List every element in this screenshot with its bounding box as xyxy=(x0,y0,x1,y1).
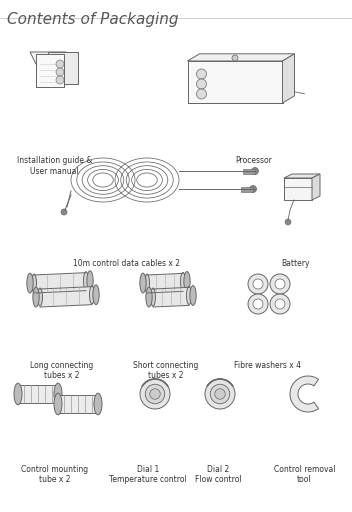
Ellipse shape xyxy=(14,383,22,405)
Ellipse shape xyxy=(184,271,190,291)
Ellipse shape xyxy=(190,286,196,305)
Circle shape xyxy=(56,60,64,68)
Circle shape xyxy=(232,55,238,61)
Circle shape xyxy=(56,68,64,76)
Ellipse shape xyxy=(38,288,43,306)
Text: 10m control data cables x 2: 10m control data cables x 2 xyxy=(73,259,180,268)
Ellipse shape xyxy=(93,285,99,305)
Ellipse shape xyxy=(32,274,37,292)
Ellipse shape xyxy=(94,393,102,415)
Circle shape xyxy=(145,384,165,404)
Circle shape xyxy=(56,68,64,76)
Circle shape xyxy=(56,76,64,84)
Circle shape xyxy=(285,219,291,225)
Polygon shape xyxy=(147,273,183,293)
Circle shape xyxy=(250,185,257,193)
Text: Contents of Packaging: Contents of Packaging xyxy=(7,12,178,27)
Ellipse shape xyxy=(54,383,62,405)
Polygon shape xyxy=(36,54,64,87)
Polygon shape xyxy=(284,178,312,200)
Polygon shape xyxy=(18,385,58,403)
Circle shape xyxy=(140,379,170,409)
Circle shape xyxy=(205,379,235,409)
Circle shape xyxy=(210,384,230,404)
Text: Dial 1
Temperature control: Dial 1 Temperature control xyxy=(109,465,187,484)
Polygon shape xyxy=(188,61,283,103)
Ellipse shape xyxy=(140,273,146,293)
Polygon shape xyxy=(312,174,320,200)
Text: Control removal
tool: Control removal tool xyxy=(274,465,335,484)
Ellipse shape xyxy=(83,272,88,290)
Circle shape xyxy=(56,76,64,84)
Circle shape xyxy=(215,389,225,399)
Bar xyxy=(241,186,253,191)
Bar xyxy=(243,168,255,174)
Text: Battery: Battery xyxy=(282,259,310,268)
Ellipse shape xyxy=(33,287,39,307)
Text: Control mounting
tube x 2: Control mounting tube x 2 xyxy=(21,465,88,484)
Polygon shape xyxy=(48,52,78,84)
Circle shape xyxy=(270,294,290,314)
Polygon shape xyxy=(290,376,319,412)
Ellipse shape xyxy=(89,286,94,304)
Circle shape xyxy=(251,167,258,175)
Text: Long connecting
tubes x 2: Long connecting tubes x 2 xyxy=(30,361,93,380)
Polygon shape xyxy=(40,287,92,307)
Ellipse shape xyxy=(87,271,93,291)
Circle shape xyxy=(253,279,263,289)
Ellipse shape xyxy=(187,287,191,305)
Ellipse shape xyxy=(145,274,150,292)
Polygon shape xyxy=(284,174,320,178)
Circle shape xyxy=(270,274,290,294)
Text: Installation guide &
User manual: Installation guide & User manual xyxy=(17,156,92,176)
Polygon shape xyxy=(153,287,189,307)
Circle shape xyxy=(275,299,285,309)
Circle shape xyxy=(248,294,268,314)
Ellipse shape xyxy=(151,288,156,306)
Polygon shape xyxy=(36,54,64,87)
Text: Dial 2
Flow control: Dial 2 Flow control xyxy=(195,465,241,484)
Polygon shape xyxy=(30,52,76,72)
Polygon shape xyxy=(188,54,295,61)
Ellipse shape xyxy=(27,273,33,293)
Circle shape xyxy=(61,209,67,215)
Ellipse shape xyxy=(196,69,207,79)
Polygon shape xyxy=(34,273,86,293)
Circle shape xyxy=(150,389,160,399)
Ellipse shape xyxy=(54,393,62,415)
Text: Short connecting
tubes x 2: Short connecting tubes x 2 xyxy=(133,361,198,380)
Ellipse shape xyxy=(146,287,152,307)
Text: Fibre washers x 4: Fibre washers x 4 xyxy=(234,361,301,370)
Text: Processor: Processor xyxy=(235,156,272,165)
Polygon shape xyxy=(283,54,295,103)
Ellipse shape xyxy=(196,79,207,89)
Ellipse shape xyxy=(181,272,186,290)
Polygon shape xyxy=(58,395,98,413)
Circle shape xyxy=(248,274,268,294)
Circle shape xyxy=(275,279,285,289)
Circle shape xyxy=(56,60,64,68)
Ellipse shape xyxy=(196,89,207,99)
Circle shape xyxy=(253,299,263,309)
